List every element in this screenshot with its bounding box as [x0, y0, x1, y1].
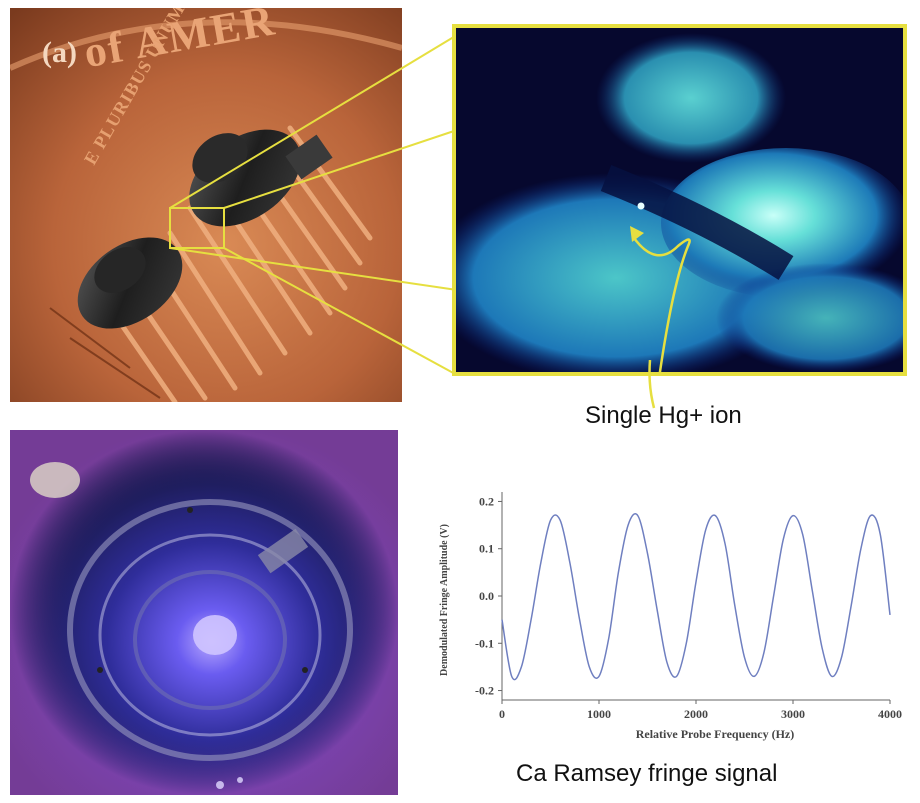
x-tick-label: 2000	[684, 707, 708, 721]
ion-trap-photo	[10, 430, 398, 795]
coin-trap-photo: (a) of AMER E PLURIBUS UNUM	[10, 8, 402, 402]
ion-trap-illustration	[10, 430, 398, 795]
ramsey-caption: Ca Ramsey fringe signal	[516, 760, 778, 787]
y-tick-label: -0.1	[475, 636, 494, 650]
ion-fluorescence-illustration	[456, 33, 903, 372]
fringe-series-line	[501, 513, 891, 681]
y-axis-label: Demodulated Fringe Amplitude (V)	[439, 524, 450, 676]
panel-label: (a)	[42, 36, 77, 69]
ion-caption: Single Hg+ ion	[585, 402, 742, 429]
x-tick-label: 1000	[587, 707, 611, 721]
coin-trap-illustration	[10, 8, 402, 402]
ion-arrow-tail	[648, 360, 656, 409]
ramsey-chart-svg: 0 1000 2000 3000 4000 0.2 0.1 0.0 -0.1 -0.2 Relat…	[439, 492, 902, 741]
y-tick-label: 0.0	[479, 589, 494, 603]
ramsey-fringe-chart: 0 1000 2000 3000 4000 0.2 0.1 0.0 -0.1 -0.2 Relat…	[425, 480, 910, 745]
x-tick-label: 3000	[781, 707, 805, 721]
ion-fluorescence-image	[452, 24, 907, 376]
x-tick-label: 0	[499, 707, 505, 721]
y-tick-label: 0.1	[479, 542, 494, 556]
x-tick-label: 4000	[878, 707, 902, 721]
x-axis-label: Relative Probe Frequency (Hz)	[636, 727, 795, 741]
y-tick-label: 0.2	[479, 494, 494, 508]
y-tick-label: -0.2	[475, 684, 494, 698]
